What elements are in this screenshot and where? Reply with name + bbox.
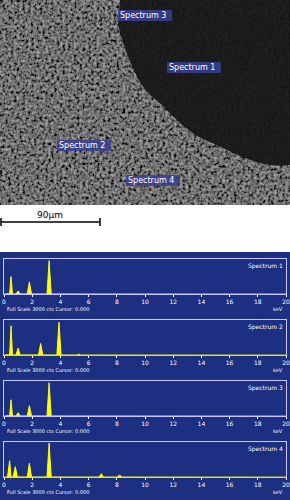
svg-text:12: 12 [169, 298, 177, 305]
svg-text:12: 12 [169, 420, 177, 427]
svg-text:14: 14 [198, 298, 206, 305]
svg-text:0: 0 [2, 359, 6, 366]
svg-text:Spectrum 4: Spectrum 4 [248, 445, 283, 453]
svg-text:2: 2 [30, 481, 34, 488]
svg-text:14: 14 [198, 420, 206, 427]
svg-text:10: 10 [141, 481, 149, 488]
svg-text:18: 18 [254, 298, 262, 305]
svg-text:6: 6 [87, 420, 91, 427]
svg-text:90µm: 90µm [37, 210, 63, 220]
svg-text:4: 4 [58, 298, 62, 305]
svg-text:6: 6 [87, 481, 91, 488]
svg-text:12: 12 [169, 359, 177, 366]
svg-text:12: 12 [169, 481, 177, 488]
svg-text:0: 0 [2, 481, 6, 488]
svg-text:10: 10 [141, 298, 149, 305]
svg-text:2: 2 [30, 420, 34, 427]
svg-text:Full Scale 3000 cts Cursor: 0.: Full Scale 3000 cts Cursor: 0.000 [7, 489, 89, 495]
svg-text:Full Scale 3000 cts Cursor: 0.: Full Scale 3000 cts Cursor: 0.000 [7, 367, 89, 373]
svg-text:keV: keV [273, 306, 283, 312]
svg-text:20: 20 [282, 481, 290, 488]
svg-text:Spectrum 3: Spectrum 3 [248, 384, 283, 392]
svg-text:8: 8 [115, 420, 119, 427]
svg-text:Spectrum 2: Spectrum 2 [59, 141, 105, 150]
svg-text:Full Scale 3000 cts Cursor: 0.: Full Scale 3000 cts Cursor: 0.000 [7, 428, 89, 434]
svg-text:14: 14 [198, 359, 206, 366]
svg-text:18: 18 [254, 359, 262, 366]
svg-text:Full Scale 3000 cts Cursor: 0.: Full Scale 3000 cts Cursor: 0.000 [7, 306, 89, 312]
svg-text:4: 4 [58, 481, 62, 488]
svg-text:20: 20 [282, 298, 290, 305]
svg-text:2: 2 [30, 298, 34, 305]
svg-text:4: 4 [58, 359, 62, 366]
svg-text:Spectrum 1: Spectrum 1 [169, 63, 215, 72]
svg-text:20: 20 [282, 420, 290, 427]
svg-text:8: 8 [115, 359, 119, 366]
svg-text:10: 10 [141, 420, 149, 427]
svg-text:8: 8 [115, 298, 119, 305]
svg-text:Spectrum 2: Spectrum 2 [248, 323, 283, 331]
svg-text:0: 0 [2, 298, 6, 305]
svg-text:16: 16 [226, 359, 234, 366]
svg-text:Spectrum 4: Spectrum 4 [128, 176, 174, 185]
svg-text:keV: keV [273, 489, 283, 495]
svg-text:6: 6 [87, 298, 91, 305]
svg-text:Spectrum 3: Spectrum 3 [120, 11, 166, 20]
svg-text:16: 16 [226, 298, 234, 305]
svg-text:keV: keV [273, 428, 283, 434]
svg-text:keV: keV [273, 367, 283, 373]
svg-text:18: 18 [254, 420, 262, 427]
svg-text:6: 6 [87, 359, 91, 366]
svg-text:8: 8 [115, 481, 119, 488]
svg-text:10: 10 [141, 359, 149, 366]
svg-text:16: 16 [226, 481, 234, 488]
svg-text:4: 4 [58, 420, 62, 427]
svg-text:2: 2 [30, 359, 34, 366]
svg-text:14: 14 [198, 481, 206, 488]
svg-text:0: 0 [2, 420, 6, 427]
svg-text:16: 16 [226, 420, 234, 427]
svg-text:18: 18 [254, 481, 262, 488]
svg-text:Spectrum 1: Spectrum 1 [248, 262, 283, 270]
svg-text:20: 20 [282, 359, 290, 366]
